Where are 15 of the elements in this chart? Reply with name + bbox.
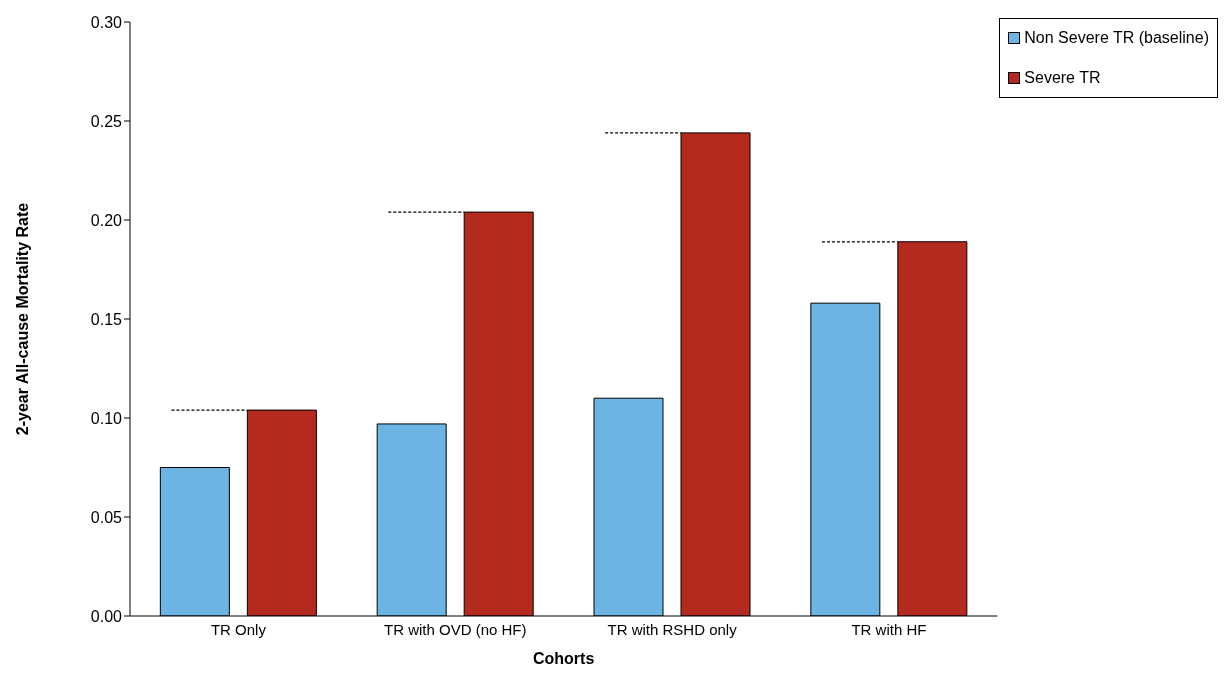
legend-label: Non Severe TR (baseline) (1024, 29, 1209, 47)
y-tick-label: 0.00 (90, 607, 123, 625)
x-tick-label: TR with HF (851, 620, 927, 638)
y-tick-label: 0.30 (90, 13, 123, 31)
y-tick-label: 0.25 (90, 112, 123, 130)
legend-label: Severe TR (1024, 69, 1101, 87)
x-axis-title: Cohorts (532, 650, 595, 667)
x-tick-label: TR Only (210, 620, 267, 638)
y-tick-label: 0.20 (90, 211, 123, 229)
y-tick-label: 0.15 (90, 310, 123, 328)
y-axis-title: 2-year All-cause Mortality Rate (13, 202, 31, 436)
x-tick-label: TR with RSHD only (607, 620, 738, 638)
x-tick-label: TR with OVD (no HF) (383, 620, 527, 638)
y-tick-label: 0.05 (90, 508, 123, 526)
y-tick-label: 0.10 (90, 409, 123, 427)
